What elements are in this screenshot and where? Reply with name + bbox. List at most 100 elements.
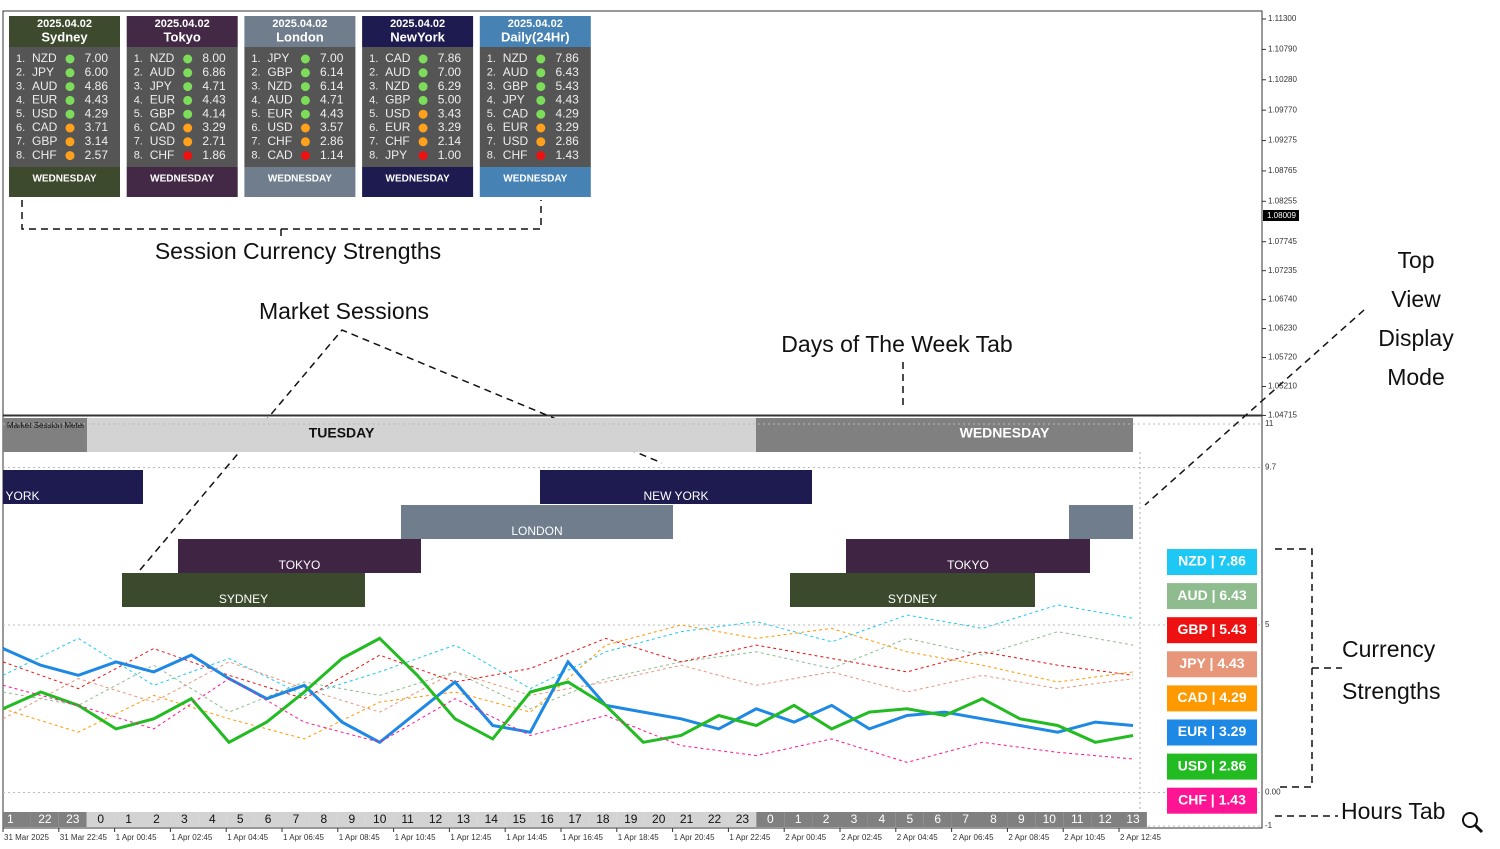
strength: 4.14 [202, 106, 226, 120]
time-label: 2 Apr 12:45 [1120, 833, 1161, 842]
signal-dot [418, 82, 428, 92]
hour-cell [86, 812, 115, 827]
time-label: 1 Apr 00:45 [116, 833, 157, 842]
signal-dot [65, 137, 75, 147]
legend-box [1167, 787, 1257, 814]
currency: CAD [150, 120, 176, 134]
rank: 2. [369, 67, 378, 79]
signal-dot [300, 109, 310, 119]
legend-label: USD | 2.86 [1178, 757, 1247, 773]
strength-line [2, 636, 1134, 745]
signal-dot [418, 95, 428, 105]
rank: 1. [251, 53, 260, 65]
strength: 4.43 [85, 93, 109, 107]
rank: 3. [487, 81, 496, 93]
signal-dot [418, 123, 428, 133]
signal-dot [418, 109, 428, 119]
currency: EUR [503, 120, 529, 134]
panel-body [244, 47, 356, 167]
signal-dot [183, 95, 193, 105]
time-label: 1 Apr 02:45 [171, 833, 212, 842]
hour-label: 11 [401, 812, 414, 826]
annotation: Days of The Week Tab [781, 331, 1012, 357]
annotation: Hours Tab [1341, 798, 1445, 824]
strength: 7.00 [320, 51, 344, 65]
signal-dot [536, 68, 546, 78]
legend-box [1167, 719, 1257, 746]
hour-label: 1 [795, 812, 802, 826]
strength: 7.86 [438, 51, 462, 65]
strength: 3.57 [320, 120, 344, 134]
price-label: 1.07745 [1268, 237, 1297, 246]
currency: JPY [385, 148, 407, 162]
strength: 2.86 [320, 134, 344, 148]
rank: 1. [369, 53, 378, 65]
annotation: Currency [1342, 636, 1436, 662]
signal-dot [300, 68, 310, 78]
strength: 2.86 [555, 134, 579, 148]
strength: 1.86 [202, 148, 226, 162]
hour-label: 3 [851, 812, 858, 826]
hour-cell [505, 812, 534, 827]
currency: EUR [267, 106, 293, 120]
rank: 1. [487, 53, 496, 65]
strength: 7.00 [85, 51, 109, 65]
currency: CHF [503, 148, 528, 162]
currency: JPY [150, 79, 172, 93]
currency: CHF [267, 134, 292, 148]
currency: GBP [503, 79, 528, 93]
current-price-box [1263, 210, 1299, 221]
panel-session: Tokyo [164, 29, 201, 44]
hour-label: 9 [348, 812, 355, 826]
day-tab-label: WEDNESDAY [960, 425, 1050, 441]
currency: USD [503, 134, 529, 148]
hour-cell [951, 812, 980, 827]
strength: 2.71 [202, 134, 226, 148]
signal-dot [418, 68, 428, 78]
panel-footer [9, 167, 120, 197]
signal-dot [300, 151, 310, 161]
hour-cell [895, 812, 924, 827]
legend-label: JPY | 4.43 [1179, 655, 1244, 671]
panel-body [126, 47, 238, 167]
hour-label: 22 [38, 812, 52, 826]
hour-label: 23 [736, 812, 750, 826]
signal-dot [300, 123, 310, 133]
hour-label: 5 [906, 812, 913, 826]
signal-dot [418, 151, 428, 161]
signal-dot [65, 54, 75, 64]
hour-label: 19 [624, 812, 638, 826]
rank: 7. [251, 136, 260, 148]
rank: 5. [134, 108, 143, 120]
hour-cell [142, 812, 171, 827]
zoom-icon[interactable] [1462, 812, 1484, 834]
signal-dot [300, 54, 310, 64]
hour-cell [812, 812, 840, 827]
signal-dot [183, 109, 193, 119]
panel-header [9, 16, 120, 47]
hour-cell [58, 812, 87, 827]
signal-dot [536, 151, 546, 161]
hour-label: 14 [485, 812, 499, 826]
day-tab [756, 418, 1133, 452]
price-label: 1.07235 [1268, 266, 1297, 275]
panel-body [479, 47, 591, 167]
annotation: Session Currency Strengths [155, 238, 441, 264]
currency: GBP [385, 93, 410, 107]
rank: 7. [134, 136, 143, 148]
strength: 3.71 [85, 120, 109, 134]
strength: 5.00 [438, 93, 462, 107]
hour-cell [867, 812, 896, 827]
hour-cell [979, 812, 1008, 827]
panel-header [362, 16, 474, 47]
session-bar [3, 470, 143, 504]
y-tick-label: 0.00 [1265, 788, 1281, 797]
rank: 7. [369, 136, 378, 148]
time-label: 2 Apr 08:45 [1008, 833, 1049, 842]
hour-label: 21 [680, 812, 694, 826]
time-label: 1 Apr 08:45 [339, 833, 380, 842]
day-tab [87, 418, 756, 452]
hour-label: 8 [321, 812, 328, 826]
strength: 5.43 [555, 79, 579, 93]
panel-date: 2025.04.02 [272, 18, 327, 30]
